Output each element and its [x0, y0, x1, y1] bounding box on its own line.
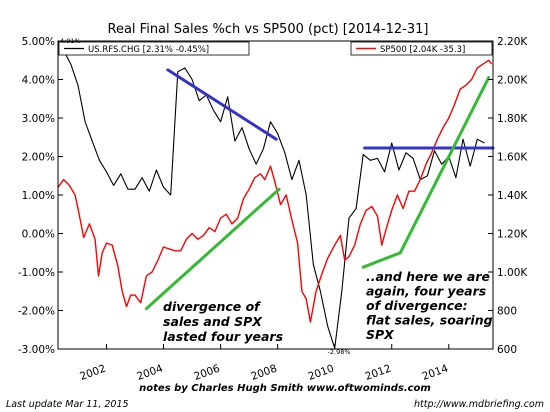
- trend-line-4: [361, 76, 491, 269]
- y-right-tick-label: 1.60K: [497, 152, 528, 164]
- annotation-1-line: sales and SPX: [163, 314, 263, 329]
- y-left-tick-label: 3.00%: [22, 113, 55, 125]
- annotation-2-line: SPX: [366, 327, 395, 342]
- annotation-1-line: divergence of: [163, 299, 261, 314]
- y-left-tick-label: 4.00%: [22, 75, 55, 87]
- y-left-tick-label: -1.00%: [18, 267, 55, 279]
- y-left-tick-label: 0.00%: [22, 229, 55, 241]
- y-right-tick-label: 1.20K: [497, 229, 528, 241]
- y-left-tick-label: -2.00%: [18, 306, 55, 318]
- y-left-tick-label: -3.00%: [18, 344, 55, 356]
- trend-line-1: [166, 68, 278, 141]
- x-tick-label: 2002: [78, 363, 107, 383]
- x-tick-label: 2014: [421, 362, 451, 383]
- legend-left-box: [58, 41, 250, 56]
- legend-right-box: [350, 41, 493, 56]
- footer-url: http://www.mdbriefing.com: [414, 399, 544, 410]
- legend-left-label: US.RFS.CHG [2.31% -0.45%]: [88, 45, 209, 55]
- legend-right-label: SP500 [2.04K -35.3]: [380, 45, 465, 55]
- footer-last-update: Last update Mar 11, 2015: [6, 399, 129, 410]
- x-tick-label: 2010: [306, 363, 335, 383]
- x-tick-label: 2004: [135, 362, 165, 383]
- y-right-tick-label: 800: [497, 306, 517, 318]
- annotation-2-line: of divergence:: [366, 298, 468, 313]
- annotation-2-line: ..and here we are: [366, 269, 490, 284]
- y-left-tick-label: 1.00%: [22, 190, 55, 202]
- y-left-tick-label: 5.00%: [22, 36, 55, 48]
- annotation-2-line: again, four years: [366, 284, 486, 299]
- y-right-tick-label: 2.20K: [497, 36, 528, 48]
- y-left-tick-label: 2.00%: [22, 152, 55, 164]
- value-label: 4.91%: [60, 37, 81, 45]
- annotation-2-line: flat sales, soaring: [366, 313, 493, 328]
- series-line-us-rfs-chg: [57, 40, 485, 349]
- legends: US.RFS.CHG [2.31% -0.45%] SP500 [2.04K -3…: [58, 41, 493, 56]
- annotation-1-line: lasted four years: [163, 329, 283, 344]
- series-line-sp500: [57, 59, 493, 323]
- x-tick-label: 2008: [249, 363, 278, 383]
- trend-lines: [144, 68, 495, 311]
- y-right-tick-label: 1.00K: [497, 267, 528, 279]
- credit-text: notes by Charles Hugh Smith www.oftwomin…: [139, 383, 431, 394]
- series-lines: [57, 40, 493, 349]
- x-tick-label: 2012: [364, 363, 393, 383]
- value-label: -2.98%: [328, 348, 351, 356]
- y-right-tick-label: 600: [497, 344, 517, 356]
- y-right-tick-label: 1.80K: [497, 113, 528, 125]
- chart-title: Real Final Sales %ch vs SP500 (pct) [201…: [108, 22, 429, 37]
- x-tick-label: 2006: [192, 362, 222, 383]
- y-right-tick-label: 2.00K: [497, 75, 528, 87]
- trend-line-3: [144, 187, 281, 311]
- y-right-tick-label: 1.40K: [497, 190, 528, 202]
